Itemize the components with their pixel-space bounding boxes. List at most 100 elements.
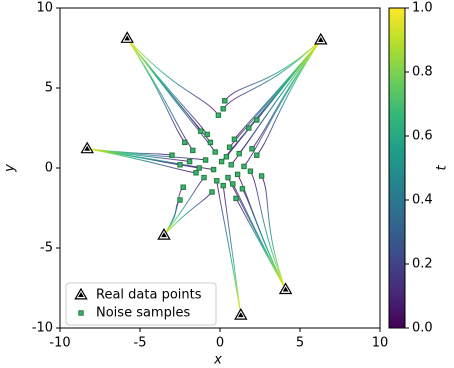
colorbar-tick-label: 0.0 (412, 321, 433, 336)
y-axis-label: y (3, 164, 18, 173)
legend-entry: Noise samples (78, 306, 190, 321)
trajectory (241, 188, 287, 290)
colorbar-tick-label: 1.0 (412, 1, 433, 16)
trajectory (126, 38, 219, 116)
trajectory (163, 191, 213, 236)
noise-sample (190, 147, 196, 154)
noise-sample (233, 195, 239, 202)
trajectory (87, 148, 190, 163)
x-axis-label: x (213, 353, 222, 368)
y-tick-label: 0 (45, 161, 53, 176)
noise-sample (249, 146, 255, 152)
noise-sample (204, 131, 210, 138)
trajectory (126, 38, 208, 135)
trajectory (256, 39, 322, 156)
real-point-group (157, 227, 171, 240)
trajectory (163, 177, 205, 236)
noise-sample (209, 189, 215, 195)
noise-sample (218, 158, 225, 165)
noise-sample (210, 166, 217, 173)
trajectory (163, 186, 184, 236)
y-tick-label: -10 (32, 321, 53, 336)
y-tick-label: 5 (45, 81, 53, 96)
trajectory (232, 183, 287, 290)
trajectory (126, 38, 186, 143)
real-point-core (282, 286, 289, 292)
noise-sample (198, 128, 204, 134)
trajectory (224, 39, 322, 102)
noise-sample (226, 144, 233, 150)
noise-sample (207, 139, 214, 146)
noise-sample (186, 158, 193, 165)
x-tick-label: 5 (296, 336, 304, 351)
noise-sample (196, 165, 202, 171)
colorbar-tick-label: 0.6 (412, 129, 433, 144)
real-point-group (314, 32, 328, 45)
noise-sample (78, 310, 84, 316)
trajectory (230, 39, 322, 166)
legend-label: Real data points (96, 288, 202, 303)
noise-sample (230, 181, 236, 187)
real-point-group (80, 141, 94, 154)
y-tick-label: -5 (40, 241, 53, 256)
noise-sample (215, 112, 222, 118)
noise-sample (222, 98, 228, 104)
x-tick-label: 0 (216, 336, 224, 351)
colorbar-tick-label: 0.2 (412, 257, 433, 272)
noise-sample (193, 170, 199, 176)
noise-sample (202, 157, 209, 163)
real-point-core (161, 232, 167, 238)
noise-sample (180, 184, 186, 190)
legend-box (65, 282, 217, 326)
legend-label: Noise samples (96, 306, 190, 321)
plot-frame (59, 7, 381, 329)
noise-sample (214, 178, 220, 184)
noise-sample (254, 117, 260, 123)
trajectory (87, 148, 214, 171)
noise-sample (231, 136, 238, 142)
trajectory (87, 148, 197, 174)
real-point-core (84, 145, 91, 151)
trajectory (249, 170, 287, 290)
real-point-group (120, 31, 134, 43)
trajectory (126, 38, 211, 143)
colorbar-tick-label: 0.4 (412, 193, 433, 208)
noise-sample (177, 162, 183, 168)
noise-sample (247, 168, 254, 174)
real-point-core (237, 312, 244, 318)
legend-entry: Real data points (74, 288, 202, 303)
trajectory (222, 185, 242, 316)
noise-sample (254, 152, 260, 158)
noise-sample (228, 162, 234, 168)
real-point-group (234, 307, 248, 320)
noise-sample (220, 182, 226, 189)
real-point-core (78, 292, 84, 297)
trajectory (126, 38, 194, 151)
noise-sample (246, 125, 252, 131)
real-point-core (124, 35, 131, 41)
x-tick-label: 10 (372, 336, 389, 351)
x-tick-label: -5 (134, 336, 147, 351)
noise-sample (236, 150, 242, 157)
noise-sample (234, 171, 241, 178)
colorbar-tick-label: 0.8 (412, 65, 433, 80)
noise-sample (177, 197, 183, 203)
noise-sample (225, 174, 231, 181)
noise-sample (182, 139, 188, 146)
noise-sample (212, 149, 218, 155)
noise-sample (241, 163, 247, 170)
trajectory (216, 180, 242, 316)
noise-sample (220, 106, 226, 112)
noise-sample (201, 174, 207, 181)
colorbar (388, 7, 406, 329)
real-point-group (278, 282, 293, 295)
trajectory (222, 39, 322, 110)
trajectory (251, 39, 322, 150)
real-point-core (317, 37, 324, 42)
noise-sample (239, 186, 246, 192)
noise-sample (258, 173, 265, 179)
x-tick-label: -10 (49, 336, 70, 351)
noise-sample (169, 152, 175, 158)
colorbar-label: t (435, 165, 450, 171)
